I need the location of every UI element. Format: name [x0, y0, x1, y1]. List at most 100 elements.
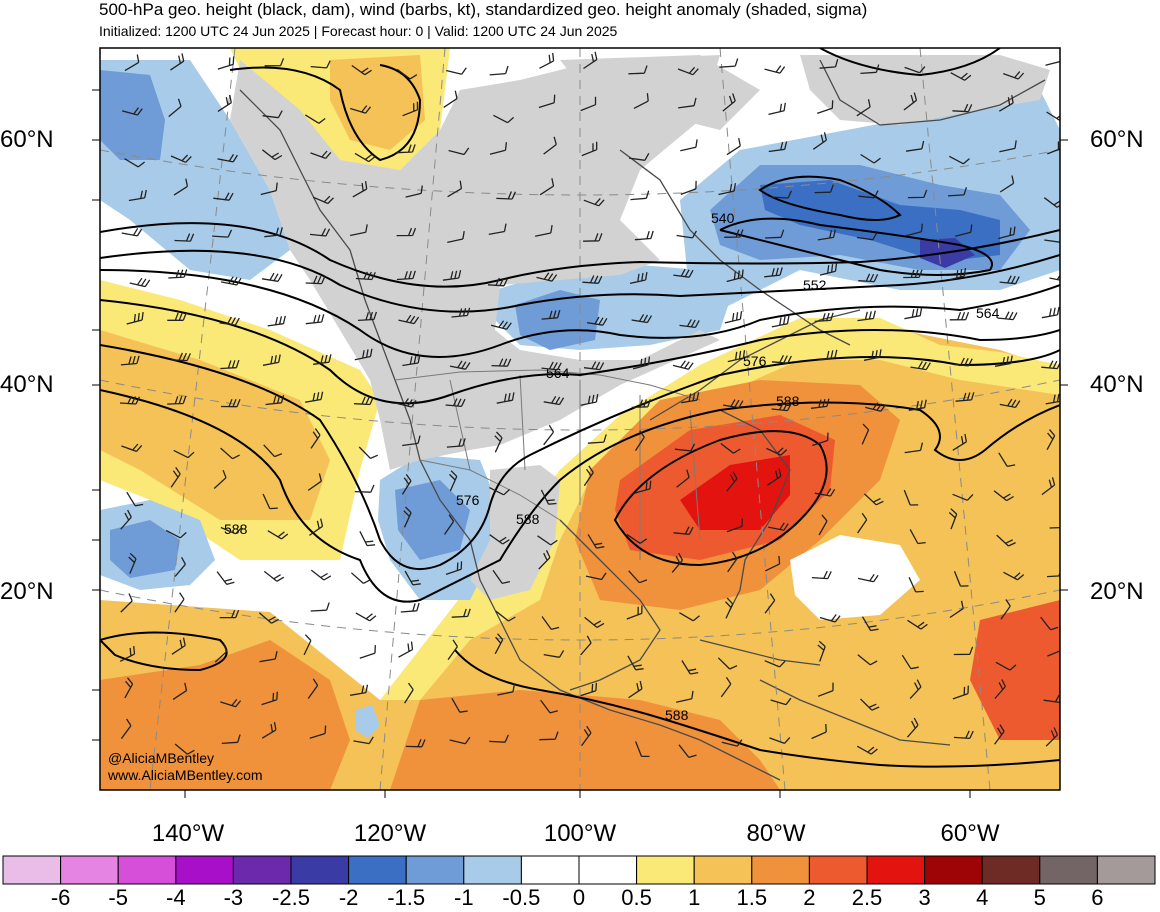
- wind-barb: [722, 399, 744, 409]
- wind-barb: [817, 682, 834, 697]
- wind-barb: [857, 310, 876, 322]
- wind-barb: [534, 224, 553, 237]
- colorbar-tick-label: -1.5: [387, 885, 426, 910]
- wind-barb: [818, 514, 828, 536]
- wind-barb: [351, 64, 372, 76]
- wind-barb: [352, 181, 368, 198]
- wind-barb: [219, 316, 240, 326]
- colorbar-tick-label: -3: [223, 885, 244, 910]
- wind-barb: [443, 90, 458, 108]
- wind-barb: [349, 224, 368, 237]
- contour-label: 588: [516, 511, 540, 527]
- wind-barb: [583, 197, 605, 207]
- wind-barb: [172, 682, 188, 700]
- wind-barb: [996, 534, 1016, 547]
- anomaly-positive-pacific-core: [100, 330, 330, 520]
- wind-barb: [494, 633, 504, 655]
- wind-barb: [722, 93, 736, 112]
- wind-barb: [904, 66, 926, 74]
- anomaly-negative-alaska-core: [100, 70, 165, 160]
- wind-barb: [495, 610, 516, 622]
- colorbar-swatch: [290, 855, 350, 885]
- wind-barb: [819, 614, 841, 623]
- wind-barb: [1045, 60, 1060, 66]
- wind-barb: [396, 227, 417, 237]
- wind-barb: [724, 311, 743, 324]
- wind-barb: [170, 467, 181, 488]
- wind-barb: [771, 402, 792, 412]
- lon-label: 100°W: [543, 820, 617, 847]
- colorbar-swatch: [405, 855, 465, 885]
- wind-barb: [305, 314, 325, 325]
- wind-barb: [672, 360, 694, 370]
- wind-barb: [541, 309, 561, 320]
- wind-barb: [353, 396, 374, 406]
- wind-barb: [173, 449, 195, 459]
- wind-barb: [489, 65, 509, 76]
- wind-barb: [312, 195, 334, 205]
- wind-barb: [953, 730, 974, 740]
- colorbar-tick-label: 4: [976, 885, 989, 910]
- wind-barb: [405, 185, 423, 198]
- wind-barb: [307, 473, 322, 491]
- wind-barb: [309, 725, 327, 739]
- wind-barb: [121, 227, 143, 237]
- wind-barb: [448, 147, 470, 156]
- wind-barb: [447, 639, 458, 660]
- wind-barb: [726, 269, 744, 283]
- wind-barb: [993, 490, 1014, 502]
- land-arctic-islands: [560, 55, 760, 130]
- wind-barb: [819, 59, 839, 69]
- wind-barb: [904, 442, 924, 454]
- wind-barb: [994, 355, 1013, 367]
- wind-barb: [165, 529, 187, 539]
- contour-label: 564: [976, 305, 1000, 321]
- wind-barb: [810, 398, 830, 409]
- wind-barb: [726, 518, 743, 533]
- wind-barb: [447, 180, 463, 198]
- anomaly-red-southeast: [970, 600, 1060, 740]
- wind-barb: [721, 739, 743, 747]
- colorbar-tick-label: 0: [572, 885, 586, 910]
- wind-barb: [543, 424, 555, 446]
- lat-label-left: 60°N: [0, 126, 54, 153]
- colorbar-swatch: [520, 855, 580, 885]
- wind-barb: [998, 226, 1016, 240]
- wind-barb: [174, 233, 195, 242]
- colorbar-swatch: [636, 855, 695, 885]
- wind-barb: [580, 635, 592, 656]
- wind-barb: [947, 187, 968, 197]
- wind-barb: [396, 68, 418, 80]
- wind-barb: [634, 430, 645, 451]
- lat-label-left: 20°N: [0, 578, 54, 605]
- wind-barb: [1041, 477, 1056, 496]
- wind-barb: [952, 433, 968, 451]
- wind-barb: [587, 434, 607, 444]
- wind-barb: [908, 399, 927, 411]
- wind-barb: [580, 725, 592, 747]
- wind-barb: [446, 438, 466, 448]
- lon-label: 120°W: [353, 820, 427, 847]
- wind-barb: [1049, 274, 1060, 281]
- map-panel: 540 552 564 564 576 576 588 588 588 588: [100, 48, 1060, 790]
- wind-barb: [812, 432, 829, 447]
- wind-barb: [952, 493, 974, 501]
- wind-barb: [442, 270, 462, 281]
- political-borders: [394, 369, 701, 560]
- wind-barb: [673, 526, 694, 535]
- map-subtitle: Initialized: 1200 UTC 24 Jun 2025 | Fore…: [99, 23, 618, 39]
- wind-barb: [857, 654, 878, 666]
- wind-barb: [120, 355, 140, 366]
- wind-barb: [354, 484, 375, 493]
- contour-label: 552: [803, 277, 827, 293]
- wind-barb: [634, 741, 650, 758]
- wind-barb: [680, 180, 697, 196]
- wind-barb: [860, 153, 881, 164]
- wind-barb: [999, 140, 1017, 153]
- wind-barb: [634, 230, 654, 241]
- wind-barb: [263, 570, 285, 582]
- wind-barb: [727, 350, 746, 363]
- contour-label: 588: [665, 707, 689, 723]
- wind-barb: [492, 569, 511, 585]
- wind-barb: [580, 393, 599, 406]
